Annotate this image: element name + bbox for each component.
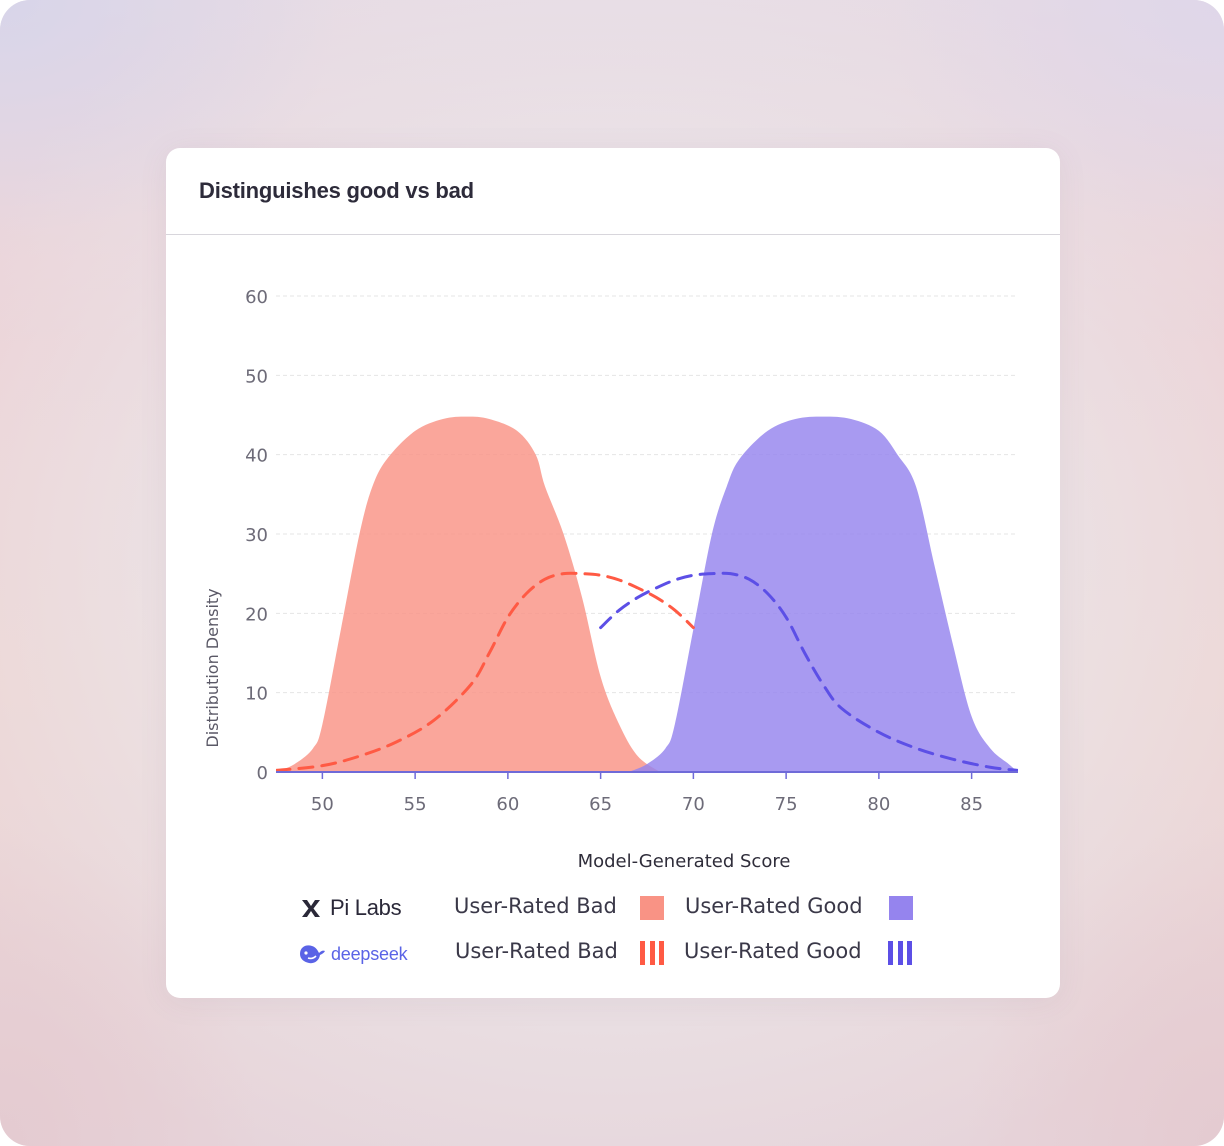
y-tick-label: 40	[245, 446, 268, 467]
y-tick-label: 30	[245, 525, 268, 546]
x-tick-label: 55	[404, 794, 427, 815]
pi-labs-logo: Pi Labs	[300, 893, 402, 923]
y-tick-label: 20	[245, 604, 268, 625]
deepseek-good-curve	[599, 571, 1018, 772]
legend-pi-good-label: User-Rated Good	[685, 894, 863, 918]
y-tick-label: 10	[245, 684, 268, 705]
x-tick-label: 70	[682, 794, 705, 815]
y-tick-label: 60	[245, 287, 268, 308]
x-tick-label: 85	[960, 794, 983, 815]
x-tick-label: 75	[775, 794, 798, 815]
pi-labs-name: Pi Labs	[330, 895, 402, 920]
deepseek-logo: deepseek	[297, 939, 408, 969]
legend: Pi Labs User-Rated Bad User-Rated Good d…	[166, 878, 1060, 978]
deepseek-name: deepseek	[331, 943, 408, 964]
y-tick-label: 50	[245, 366, 268, 387]
legend-pi-good-swatch	[889, 896, 913, 920]
x-tick-label: 60	[496, 794, 519, 815]
density-chart: 0 10 20 30 40 50 60 50 55 60 65 70 75 80 85 Distributi…	[203, 287, 1018, 872]
x-tick-label: 50	[311, 794, 334, 815]
x-axis-label: Model-Generated Score	[578, 851, 791, 872]
chart-card: Distinguishes good vs bad 0 10 20 30 40 50 60 5…	[166, 148, 1060, 998]
card-header: Distinguishes good vs bad	[166, 148, 1060, 235]
whale-icon	[300, 945, 325, 964]
pi-bad-area	[276, 416, 660, 772]
legend-ds-bad-dash-icon	[640, 941, 664, 965]
legend-ds-bad-label: User-Rated Bad	[455, 939, 618, 963]
pi-good-area	[628, 416, 1018, 772]
legend-pi-bad-swatch	[640, 896, 664, 920]
deepseek-bad-curve	[276, 571, 695, 772]
legend-ds-good-label: User-Rated Good	[684, 939, 862, 963]
pi-labs-icon	[302, 900, 320, 917]
y-axis-label: Distribution Density	[203, 588, 222, 747]
x-tick-label: 80	[867, 794, 890, 815]
legend-ds-good-dash-icon	[888, 941, 912, 965]
x-tick-label: 65	[589, 794, 612, 815]
card-title: Distinguishes good vs bad	[199, 178, 474, 203]
legend-pi-bad-label: User-Rated Bad	[454, 894, 617, 918]
y-tick-label: 0	[257, 763, 268, 784]
